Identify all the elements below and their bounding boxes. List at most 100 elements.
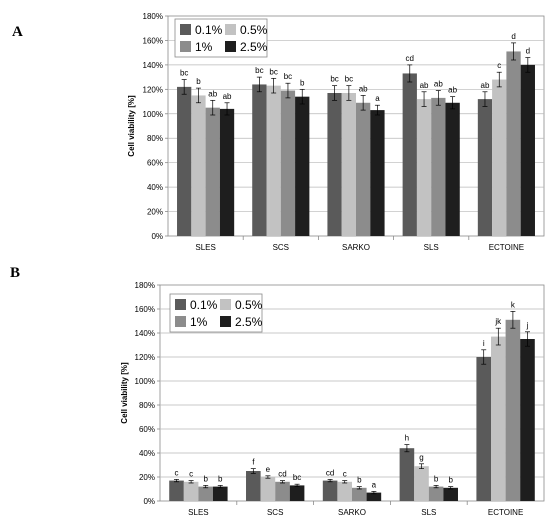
y-tick-label: 60% [139, 425, 155, 434]
y-tick-label: 0% [151, 232, 163, 241]
significance-label: b [434, 474, 439, 483]
significance-label: cd [278, 470, 286, 479]
bar [289, 485, 305, 501]
significance-label: ab [223, 92, 232, 101]
category-label: ECTOINE [489, 243, 524, 252]
significance-label: ab [481, 81, 490, 90]
y-tick-label: 140% [143, 61, 163, 70]
significance-label: cd [326, 468, 334, 477]
bar [492, 79, 507, 236]
bar [280, 90, 296, 236]
legend-swatch [175, 299, 186, 310]
y-tick-label: 20% [139, 473, 155, 482]
significance-label: h [405, 434, 409, 443]
chart-a: 0% 20% 40% 60% 80% 100% 120% 140% 160% 180% Cell v… [127, 12, 545, 252]
significance-label: b [203, 474, 208, 483]
significance-label: bc [269, 67, 277, 76]
significance-label: ab [359, 84, 368, 93]
bar [520, 339, 535, 501]
category-label: SCS [267, 508, 283, 517]
bar [191, 95, 206, 236]
y-tick-label: 140% [135, 329, 155, 338]
legend-label: 2.5% [240, 40, 268, 54]
significance-label: e [266, 465, 271, 474]
significance-label: bc [293, 473, 301, 482]
significance-label: d [526, 47, 530, 56]
bar [505, 319, 521, 501]
significance-label: ab [448, 86, 457, 95]
bar [414, 466, 429, 501]
y-tick-label: 80% [147, 134, 163, 143]
legend-label: 0.1% [190, 298, 218, 312]
significance-label: c [343, 470, 347, 479]
significance-label: i [483, 339, 485, 348]
legend-swatch [220, 299, 231, 310]
significance-label: g [419, 453, 423, 462]
legend-swatch [225, 41, 236, 52]
category-label: SARKO [342, 243, 370, 252]
legend-swatch [180, 24, 191, 35]
bar [246, 471, 261, 501]
bar [337, 481, 352, 501]
legend-label: 1% [195, 40, 213, 54]
bar [169, 480, 184, 501]
significance-label: bc [345, 75, 353, 84]
y-tick-label: 180% [135, 281, 155, 290]
legend-label: 0.1% [195, 23, 223, 37]
bar [219, 108, 235, 236]
bar [183, 481, 199, 501]
legend-label: 0.5% [235, 298, 263, 312]
significance-label: bc [255, 66, 263, 75]
significance-label: b [218, 474, 223, 483]
y-tick-label: 80% [139, 401, 155, 410]
significance-label: b [448, 476, 453, 485]
y-tick-label: 120% [135, 353, 155, 362]
y-tick-label: 40% [147, 183, 163, 192]
legend-swatch [180, 41, 191, 52]
bar [205, 107, 220, 237]
bar [477, 99, 493, 236]
significance-label: a [375, 94, 380, 103]
bar [399, 448, 415, 501]
significance-label: jk [494, 317, 502, 326]
bar [428, 486, 444, 501]
bar [198, 486, 213, 501]
significance-label: bc [284, 72, 292, 81]
category-label: SLS [421, 508, 436, 517]
bar [352, 487, 367, 501]
bar [341, 93, 356, 236]
significance-label: ab [208, 89, 217, 98]
panel-label-b: B [10, 265, 20, 281]
bar [443, 487, 458, 501]
significance-label: b [196, 77, 201, 86]
bar [431, 97, 446, 236]
significance-label: f [252, 458, 255, 467]
significance-label: c [175, 468, 179, 477]
significance-label: bc [180, 69, 188, 78]
significance-label: c [189, 470, 193, 479]
significance-label: ab [420, 81, 429, 90]
significance-label: a [372, 480, 377, 489]
bar [520, 64, 535, 236]
bar [416, 99, 432, 236]
bar [327, 93, 342, 236]
significance-label: b [357, 476, 362, 485]
bar [402, 73, 417, 236]
y-axis-label: Cell viability [%] [120, 362, 129, 424]
legend-label: 0.5% [240, 23, 268, 37]
y-tick-label: 120% [143, 85, 163, 94]
significance-label: d [511, 32, 515, 41]
bar [322, 480, 338, 501]
bar [506, 51, 521, 236]
panel-label-a: A [12, 24, 23, 40]
bar [295, 96, 310, 237]
significance-label: cd [406, 54, 414, 63]
category-label: SLES [188, 508, 208, 517]
bar [212, 486, 228, 501]
bar [266, 85, 281, 237]
category-label: SARKO [338, 508, 366, 517]
y-axis-label: Cell viability [%] [127, 95, 136, 157]
significance-label: bc [330, 75, 338, 84]
bar [445, 102, 460, 237]
y-tick-label: 100% [135, 377, 155, 386]
